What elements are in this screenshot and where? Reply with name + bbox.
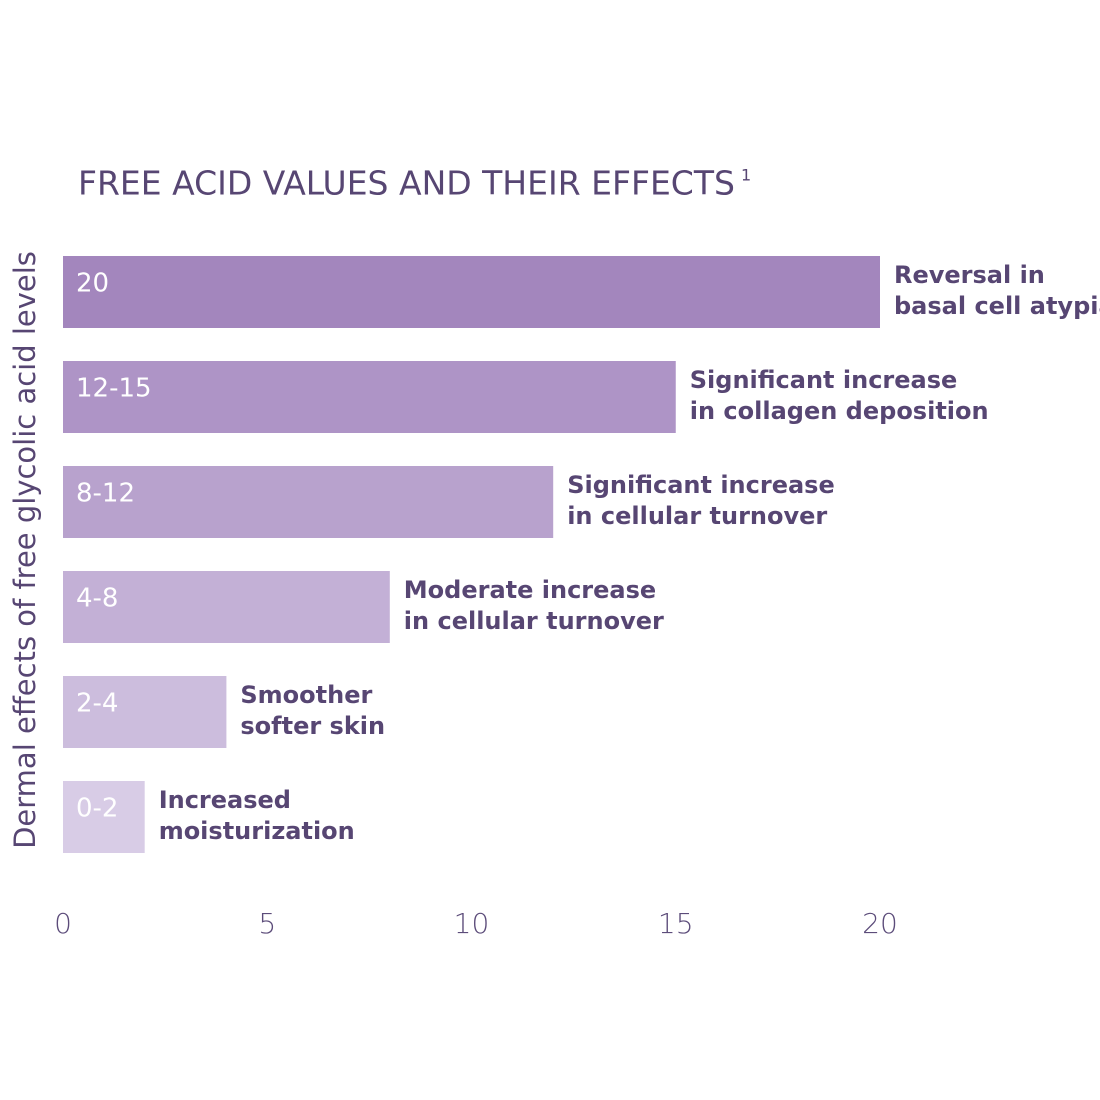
title-note: 1 (741, 166, 751, 185)
effect-label: Reversal in (894, 261, 1045, 289)
bar (63, 781, 145, 853)
bar-category: 2-4 (76, 689, 118, 719)
effect-label: in collagen deposition (690, 397, 989, 425)
effect-label: in cellular turnover (567, 502, 827, 530)
bar (63, 361, 676, 433)
bar-category: 20 (76, 269, 109, 299)
bar (63, 676, 227, 748)
effect-label: softer skin (240, 712, 385, 740)
effect-label: basal cell atypia (894, 292, 1100, 320)
effect-label: Significant increase (567, 471, 835, 499)
effect-label: moisturization (159, 817, 355, 845)
bar-category: 0-2 (76, 794, 118, 824)
bar-category: 12-15 (76, 374, 152, 404)
effect-label: in cellular turnover (404, 607, 664, 635)
x-tick-label: 10 (454, 907, 490, 940)
effect-label: Smoother (240, 681, 372, 709)
chart-title: FREE ACID VALUES AND THEIR EFFECTS (78, 164, 735, 203)
bar (63, 256, 880, 328)
y-axis-label: Dermal effects of free glycolic acid lev… (8, 251, 42, 849)
bar (63, 571, 390, 643)
x-tick-label: 0 (54, 907, 72, 940)
x-tick-label: 20 (862, 907, 898, 940)
effect-label: Significant increase (690, 366, 958, 394)
bar-category: 8-12 (76, 479, 135, 509)
bar (63, 466, 554, 538)
effect-label: Moderate increase (404, 576, 656, 604)
x-tick-label: 5 (258, 907, 276, 940)
x-tick-label: 15 (658, 907, 694, 940)
bar-category: 4-8 (76, 584, 118, 614)
effect-label: Increased (159, 786, 291, 814)
